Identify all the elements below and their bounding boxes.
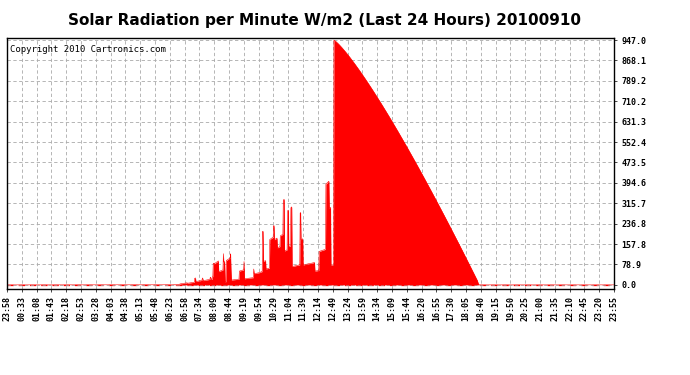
Text: Copyright 2010 Cartronics.com: Copyright 2010 Cartronics.com (10, 45, 166, 54)
Text: Solar Radiation per Minute W/m2 (Last 24 Hours) 20100910: Solar Radiation per Minute W/m2 (Last 24… (68, 13, 581, 28)
